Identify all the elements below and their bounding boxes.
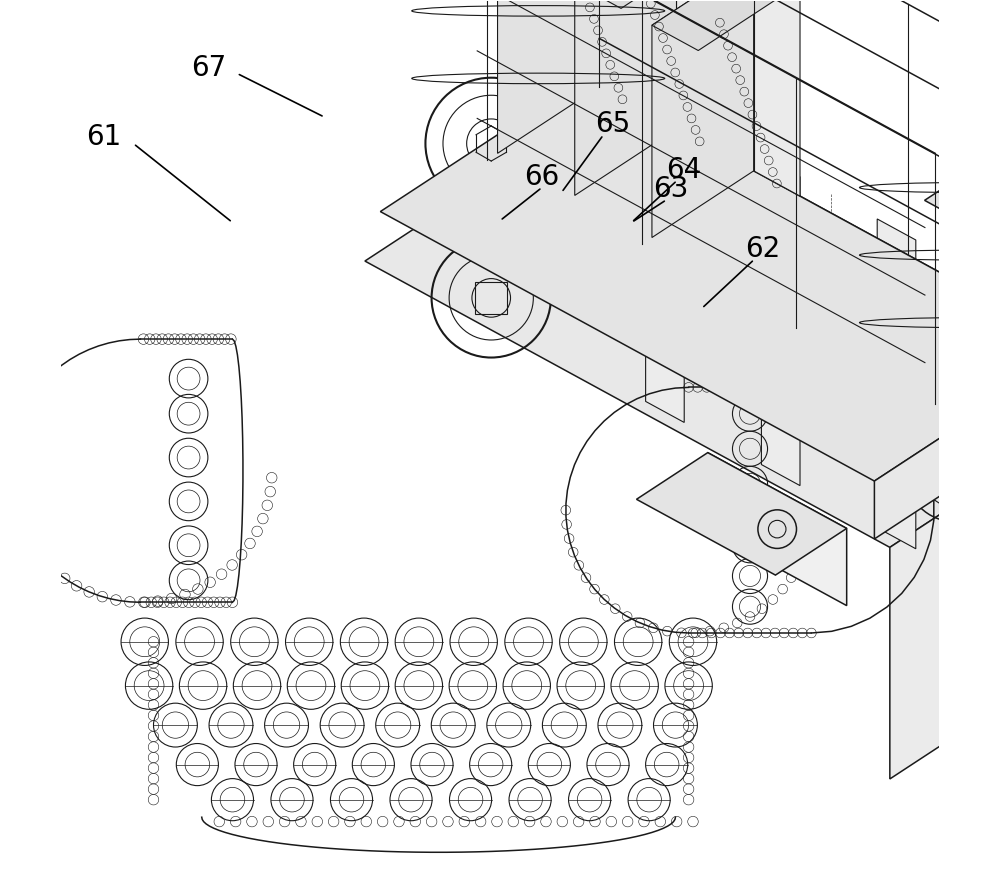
Polygon shape xyxy=(575,0,676,195)
Polygon shape xyxy=(652,0,800,50)
Polygon shape xyxy=(380,78,1000,481)
Bar xyxy=(475,282,507,313)
Text: 65: 65 xyxy=(595,110,630,138)
Polygon shape xyxy=(890,414,1000,779)
Text: 64: 64 xyxy=(667,156,702,184)
Polygon shape xyxy=(925,140,1000,251)
Polygon shape xyxy=(877,219,916,549)
Polygon shape xyxy=(365,128,1000,547)
Polygon shape xyxy=(584,78,1000,406)
Polygon shape xyxy=(568,128,1000,646)
Polygon shape xyxy=(599,0,646,112)
Polygon shape xyxy=(676,0,723,154)
Polygon shape xyxy=(575,0,723,9)
Text: 62: 62 xyxy=(746,235,781,263)
Polygon shape xyxy=(636,452,847,576)
Polygon shape xyxy=(646,92,684,422)
Text: 63: 63 xyxy=(653,175,689,203)
Polygon shape xyxy=(498,0,599,153)
Polygon shape xyxy=(966,84,1000,185)
Polygon shape xyxy=(652,0,754,238)
Text: 61: 61 xyxy=(86,123,121,151)
Polygon shape xyxy=(708,452,847,605)
Polygon shape xyxy=(874,348,1000,539)
Text: 67: 67 xyxy=(191,54,226,82)
Polygon shape xyxy=(754,0,800,196)
Polygon shape xyxy=(761,156,800,486)
Text: 66: 66 xyxy=(524,163,560,191)
